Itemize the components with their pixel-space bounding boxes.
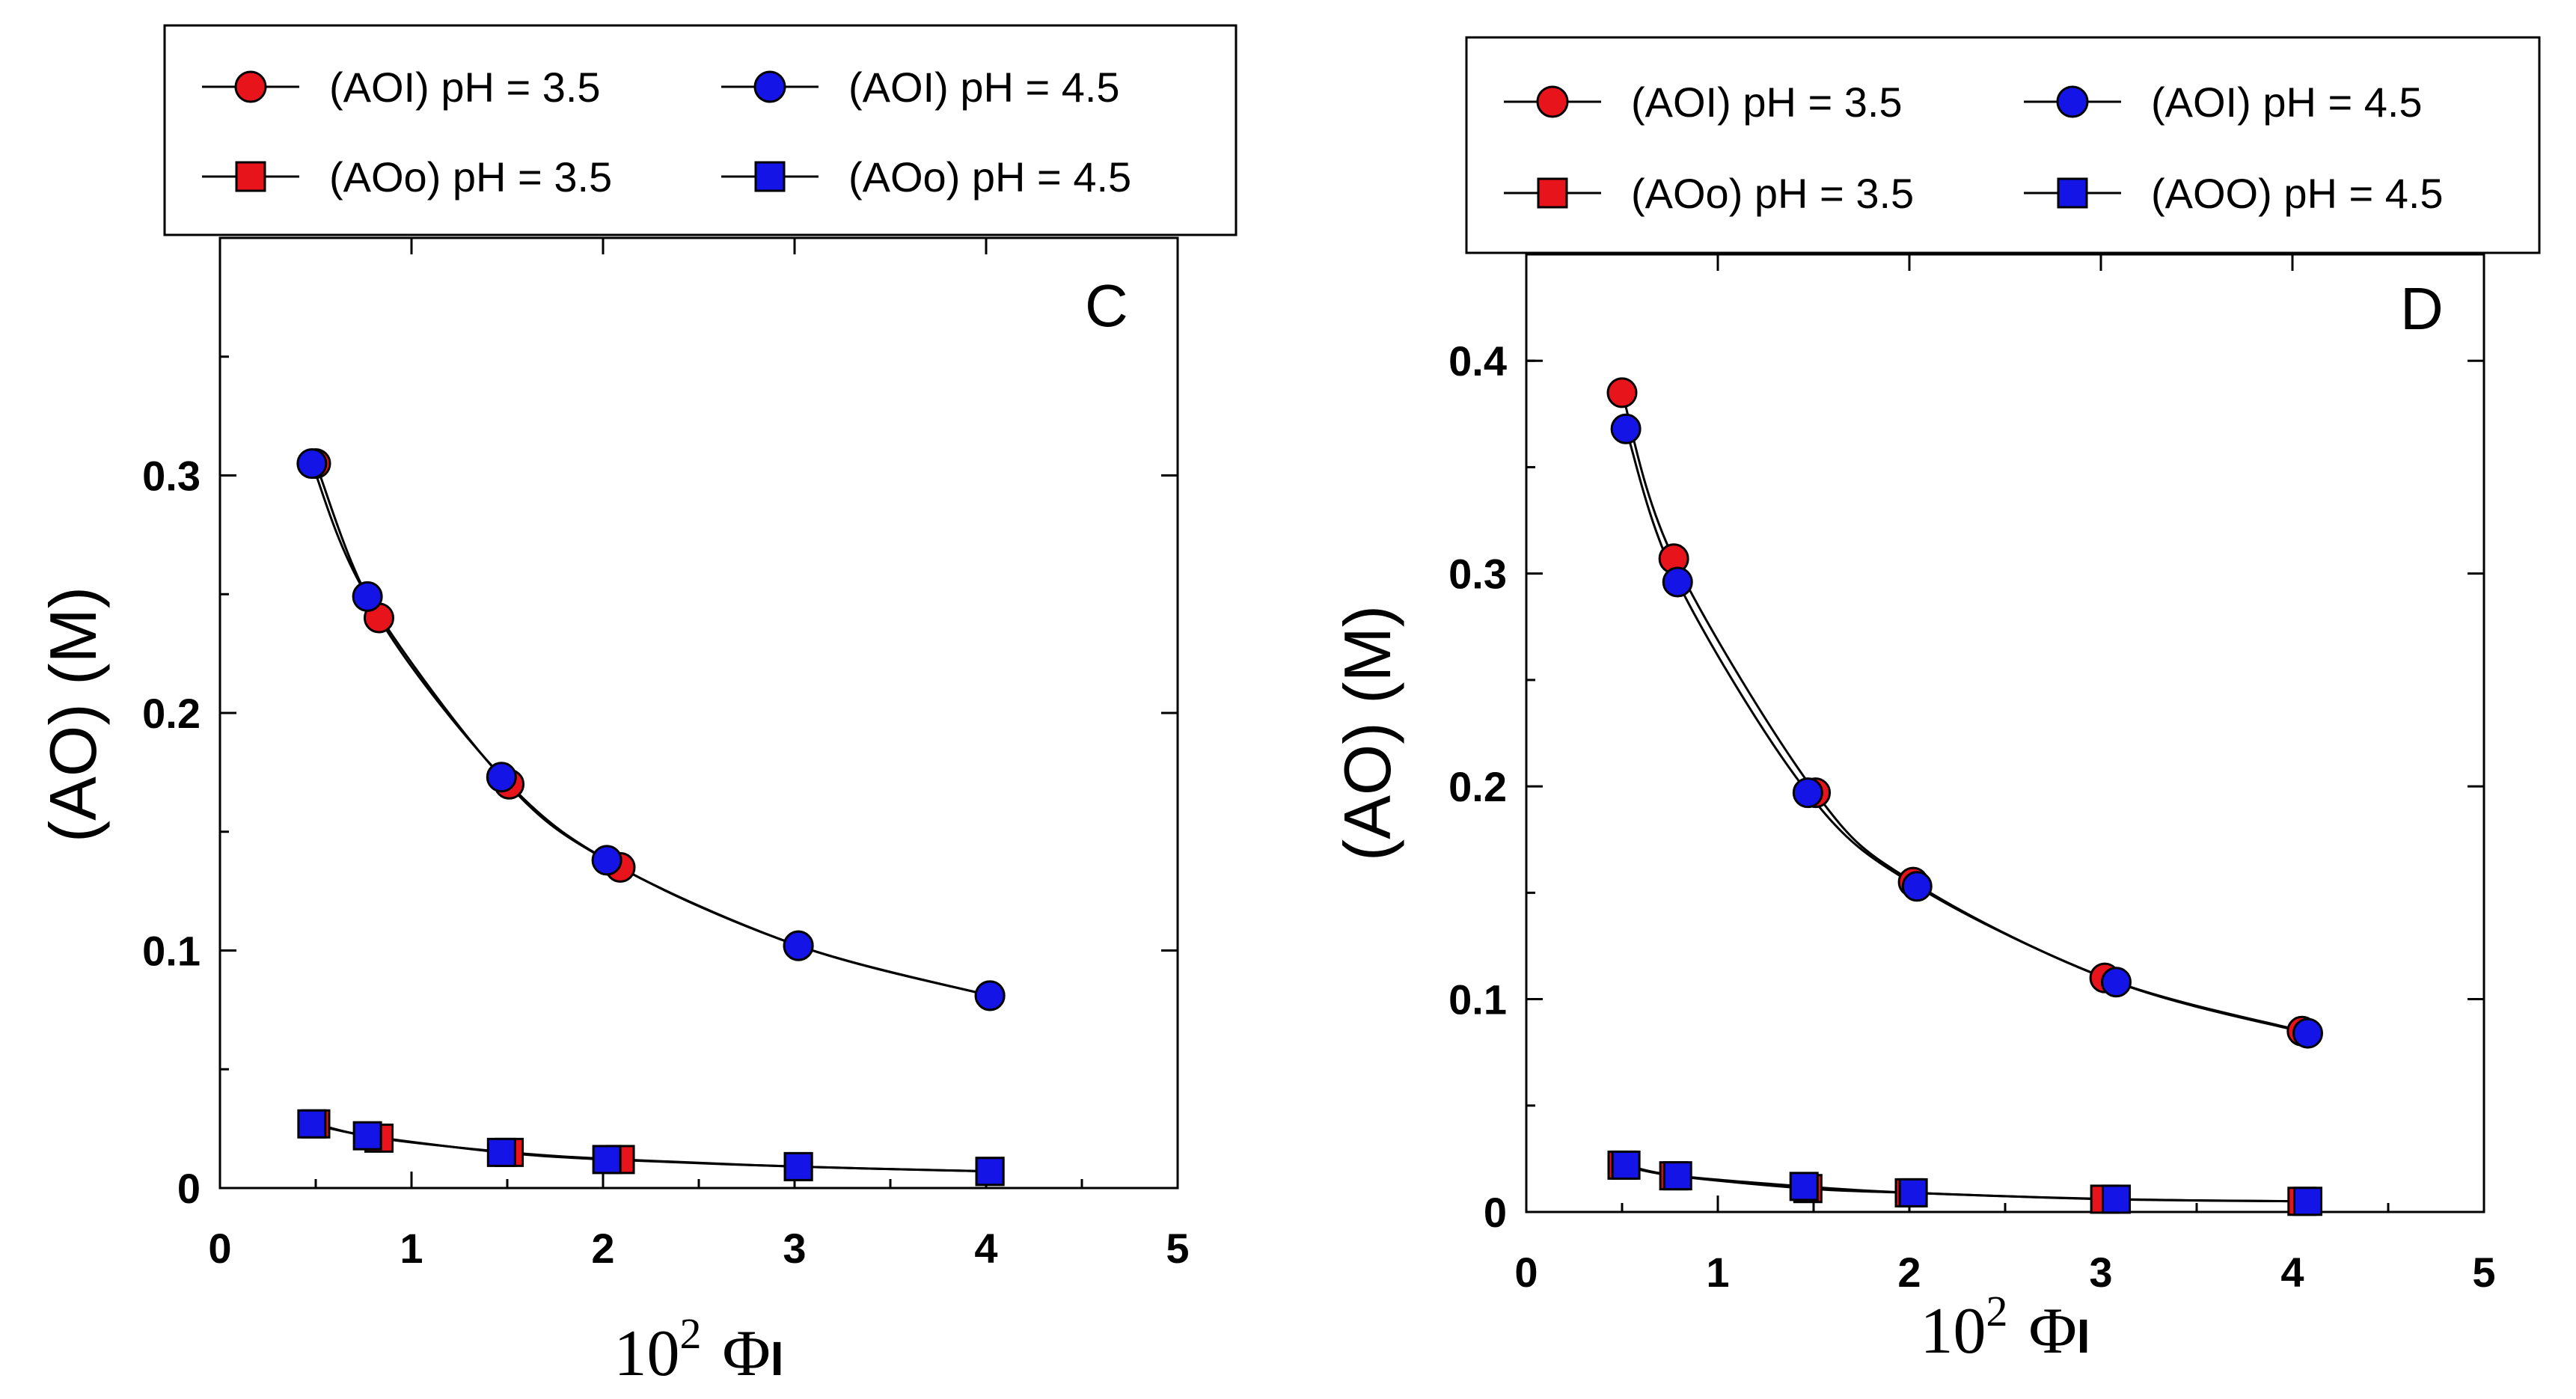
legend-marker	[753, 70, 786, 103]
data-point-d-3-3	[1898, 1178, 1928, 1207]
data-point-c-3-4	[783, 1151, 813, 1181]
y-tick-label: 0	[1484, 1189, 1507, 1236]
x-tick-label: 3	[783, 1225, 806, 1272]
x-tick-label: 5	[1166, 1225, 1189, 1272]
legend-marker	[754, 161, 786, 192]
data-point-d-1-4	[2100, 967, 2132, 998]
y-tick-label: 0.2	[1448, 763, 1507, 810]
legend-box-d	[1465, 36, 2541, 254]
panel-label-c: C	[1085, 272, 1128, 339]
data-point-d-3-4	[2101, 1184, 2131, 1214]
y-tick-label: 0.3	[142, 453, 201, 500]
legend-label: (AOI) pH = 3.5	[1631, 79, 1903, 126]
x-tick-label: 5	[2472, 1249, 2495, 1296]
x-tick-label: 1	[400, 1225, 423, 1272]
legend-c: (AOI) pH = 3.5 (AOI) pH = 4.5 (AOo) pH = 3…	[163, 24, 1237, 236]
data-point-d-1-5	[2292, 1017, 2323, 1049]
y-tick-label: 0.1	[1448, 976, 1507, 1023]
legend-label: (AOI) pH = 4.5	[848, 64, 1120, 111]
data-point-d-1-2	[1792, 777, 1823, 809]
plot-frame-c	[218, 236, 1179, 1190]
y-tick-label: 0.1	[142, 928, 201, 975]
legend-label: (AOo) pH = 3.5	[1631, 170, 1914, 217]
series-line-d-0	[1621, 392, 2303, 1032]
data-point-c-1-3	[591, 845, 622, 876]
series-line-d-2	[1621, 1163, 2302, 1203]
legend-label: (AOI) pH = 4.5	[2151, 79, 2423, 126]
data-point-d-3-1	[1662, 1161, 1692, 1191]
data-point-c-1-2	[486, 762, 517, 793]
data-point-c-3-2	[486, 1137, 516, 1167]
legend-entry-d-1: (AOI) pH = 4.5	[2024, 79, 2423, 126]
data-point-c-3-1	[352, 1121, 382, 1151]
legend-label: (AOo) pH = 4.5	[848, 153, 1131, 200]
panel-label-d: D	[2400, 275, 2444, 342]
legend-box-c	[163, 24, 1237, 236]
series-line-c-0	[314, 463, 991, 997]
legend-label: (AOI) pH = 3.5	[329, 64, 601, 111]
x-tick-label: 0	[1514, 1249, 1538, 1296]
series-line-c-3	[311, 1122, 991, 1173]
data-point-c-3-5	[975, 1157, 1005, 1187]
legend-entry-c-0: (AOI) pH = 3.5	[202, 64, 601, 111]
legend-label: (AOo) pH = 3.5	[329, 153, 612, 200]
legend-entry-d-2: (AOo) pH = 3.5	[1504, 170, 1914, 217]
data-point-c-1-4	[783, 930, 814, 961]
legend-marker	[1536, 85, 1569, 118]
plot-frame-d	[1525, 253, 2485, 1213]
legend-marker	[1537, 177, 1568, 209]
legend-d: (AOI) pH = 3.5 (AOI) pH = 4.5 (AOo) pH = 3…	[1465, 36, 2541, 254]
data-point-d-3-0	[1611, 1150, 1641, 1180]
x-tick-label: 2	[1897, 1249, 1921, 1296]
legend-entry-c-2: (AOo) pH = 3.5	[202, 153, 612, 200]
x-tick-label: 1	[1706, 1249, 1729, 1296]
x-tick-label: 4	[974, 1225, 997, 1272]
x-tick-label: 2	[591, 1225, 614, 1272]
data-point-d-3-2	[1789, 1172, 1819, 1201]
data-point-d-1-0	[1610, 413, 1642, 444]
series-line-c-2	[315, 1122, 991, 1173]
series-line-c-1	[310, 463, 991, 997]
legend-marker	[2056, 85, 2089, 118]
data-point-d-1-3	[1901, 871, 1933, 902]
data-point-c-1-1	[352, 581, 383, 612]
data-point-c-1-0	[296, 448, 328, 480]
legend-entry-c-3: (AOo) pH = 4.5	[721, 153, 1131, 200]
legend-marker	[234, 70, 267, 103]
x-axis-title-c: 102 ΦI	[614, 1309, 783, 1390]
y-tick-label: 0	[177, 1165, 201, 1212]
y-tick-label: 0.2	[142, 690, 201, 737]
y-axis-title-c: (AO) (M)	[36, 587, 110, 842]
x-tick-label: 0	[208, 1225, 231, 1272]
chart-panel-d: 0 1 2 3 4 5 0 0.1 0.2 0.3 0.4 D (AO) (M) 102 ΦI (AOI) p…	[1330, 36, 2541, 1368]
legend-label: (AOO) pH = 4.5	[2151, 170, 2444, 217]
data-point-c-3-0	[297, 1109, 327, 1139]
legend-marker	[235, 161, 266, 192]
data-point-c-1-5	[974, 980, 1006, 1011]
legend-entry-c-1: (AOI) pH = 4.5	[721, 64, 1120, 111]
data-point-d-0-0	[1606, 377, 1638, 408]
y-tick-label: 0.4	[1448, 337, 1507, 385]
series-line-d-1	[1624, 428, 2308, 1035]
data-point-d-3-5	[2292, 1187, 2322, 1216]
y-axis-title-d: (AO) (M)	[1330, 605, 1404, 861]
x-tick-label: 3	[2089, 1249, 2112, 1296]
data-point-d-1-1	[1662, 566, 1693, 598]
y-tick-label: 0.3	[1448, 551, 1507, 598]
x-axis-title-d: 102 ΦI	[1920, 1287, 2090, 1368]
legend-marker	[2057, 177, 2088, 209]
legend-entry-d-0: (AOI) pH = 3.5	[1504, 79, 1903, 126]
series-line-d-3	[1625, 1163, 2308, 1203]
legend-entry-d-3: (AOO) pH = 4.5	[2024, 170, 2444, 217]
data-point-c-3-3	[592, 1145, 622, 1175]
x-tick-label: 4	[2280, 1249, 2304, 1296]
chart-panel-c: 0 1 2 3 4 5 0 0.1 0.2 0.3 C (AO) (M) 102 ΦI (AOI) pH =…	[36, 24, 1237, 1390]
